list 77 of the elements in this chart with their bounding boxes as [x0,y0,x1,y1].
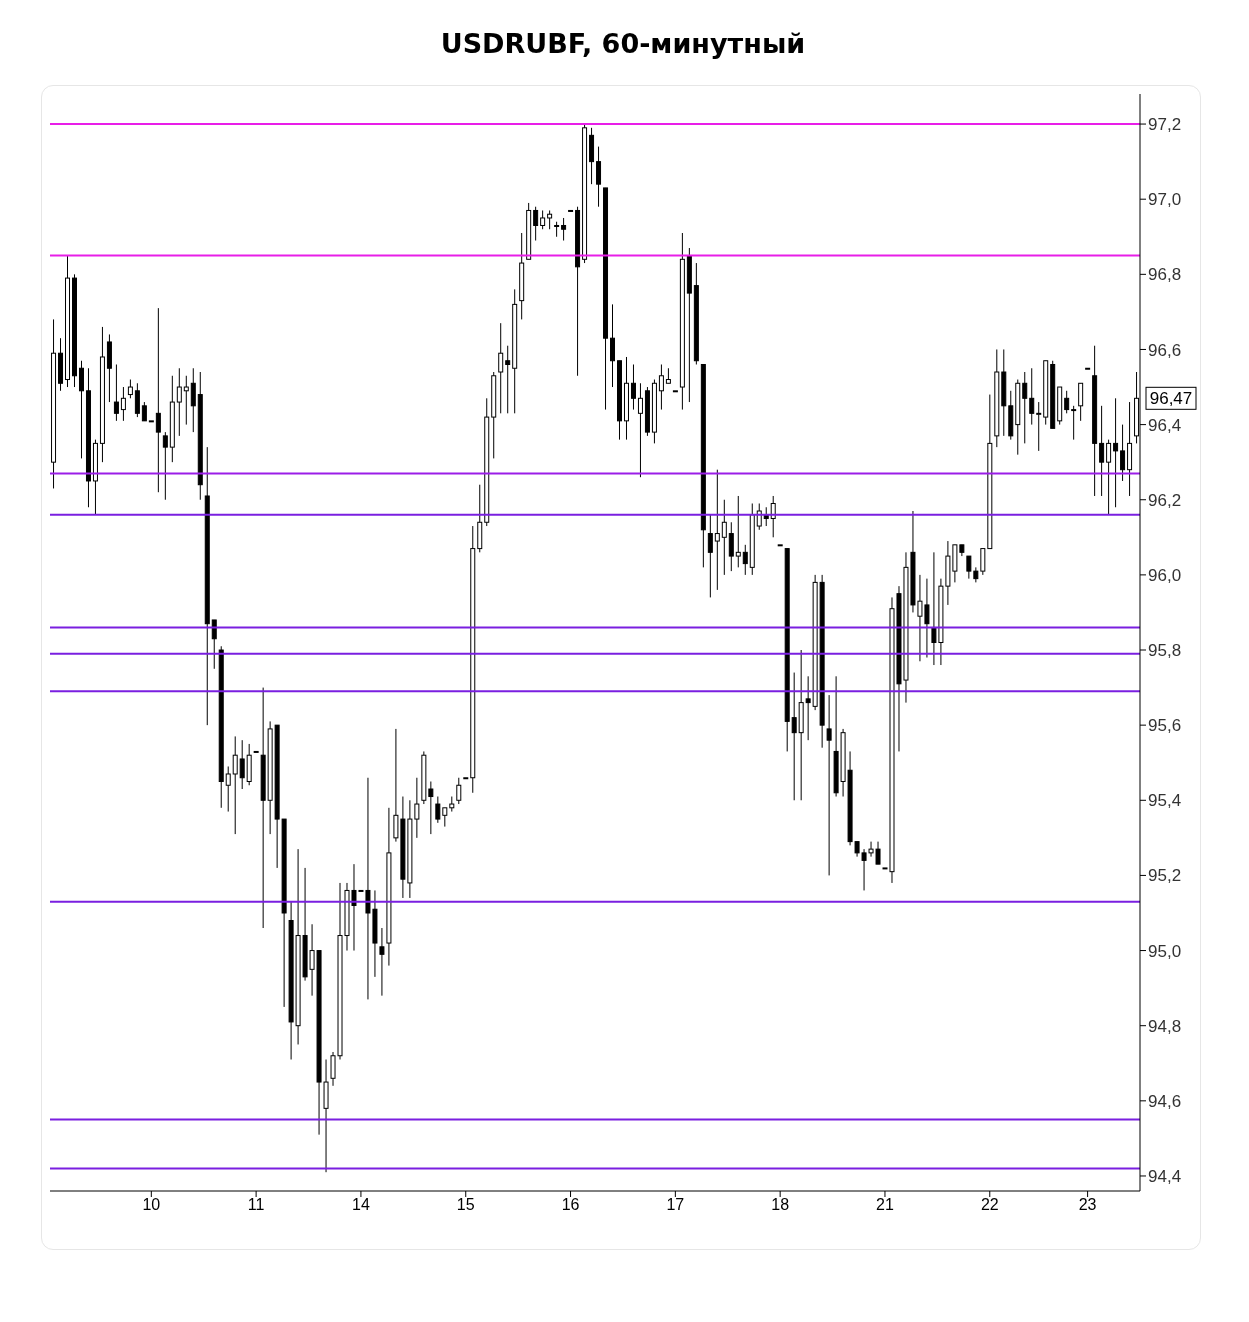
y-tick-label: 94,6 [1148,1091,1182,1111]
y-tick-label: 96,0 [1148,565,1182,585]
candlestick [442,807,448,828]
candlestick [1120,424,1126,482]
candlestick [176,367,182,437]
y-tick-label: 97,2 [1148,115,1182,135]
x-tick-label: 21 [876,1196,894,1213]
x-tick-label: 17 [666,1196,685,1213]
candlestick [190,367,196,433]
candlestick [113,363,119,422]
text: 96,47 [1149,389,1193,409]
candlestick [980,548,986,576]
y-tick-label: 96,6 [1148,340,1182,360]
candlestick [630,363,636,411]
candlestick [728,521,734,572]
candlestick [1036,401,1042,452]
candlestick [756,503,762,531]
candlestick [232,735,238,835]
y-tick-label: 94,8 [1148,1016,1182,1036]
x-tick-label: 23 [1078,1196,1097,1213]
candlestick [435,796,441,824]
x-tick-label: 15 [456,1196,475,1213]
candlestick [498,322,504,414]
candlestick [456,777,462,805]
candlestick [78,360,84,459]
candlestick [141,401,147,422]
candlestick [1022,371,1028,444]
x-tick-label: 16 [561,1196,580,1213]
candlestick [1099,405,1105,497]
candlestick [714,469,720,591]
candlestick [120,386,126,422]
candlestick [721,499,727,576]
candlestick [826,694,832,876]
y-tick-label: 95,2 [1148,866,1182,886]
candlestick [540,209,546,230]
y-tick-label: 96,2 [1148,490,1182,510]
candlestick [742,544,748,576]
candlestick [225,765,231,813]
candlestick [533,206,539,242]
candlestick [162,431,168,501]
candlestick [658,363,664,411]
y-tick-label: 95,4 [1148,791,1182,811]
candlestick [561,217,567,242]
y-tick-label: 96,8 [1148,265,1182,285]
candlestick [637,382,643,478]
candlestick [379,927,385,997]
candlestick [1029,367,1035,426]
x-tick-label: 14 [352,1196,370,1213]
candlestick [1071,405,1077,441]
chart-title: USDRUBF, 60-минутный [439,28,807,59]
y-tick-label: 95,0 [1148,941,1182,961]
candlestick [1106,439,1112,516]
x-tick-label: 10 [142,1196,161,1213]
x-tick-label: 18 [771,1196,790,1213]
candlestick [547,209,553,230]
y-tick-label: 97,0 [1148,190,1182,210]
candlestick [1113,397,1119,508]
candlestick [127,379,133,399]
candlestick [211,619,217,670]
candlestick [239,739,245,790]
candlestick [735,495,741,568]
candlestick [155,307,161,493]
x-tick-label: 11 [247,1196,265,1213]
candlestick [791,672,797,801]
candlestick [610,303,616,388]
candlestick [134,382,140,418]
candlestick [505,345,511,414]
y-tick-label: 95,8 [1148,641,1182,661]
x-tick-label: 22 [980,1196,999,1213]
candlestick [1078,382,1084,422]
y-tick-label: 95,6 [1148,716,1182,736]
candlestick [707,514,713,598]
y-tick-label: 96,4 [1148,415,1182,435]
candlestick [1064,390,1070,414]
candlestick [183,375,189,426]
y-tick-label: 94,4 [1148,1167,1182,1187]
candlestick [596,146,602,208]
